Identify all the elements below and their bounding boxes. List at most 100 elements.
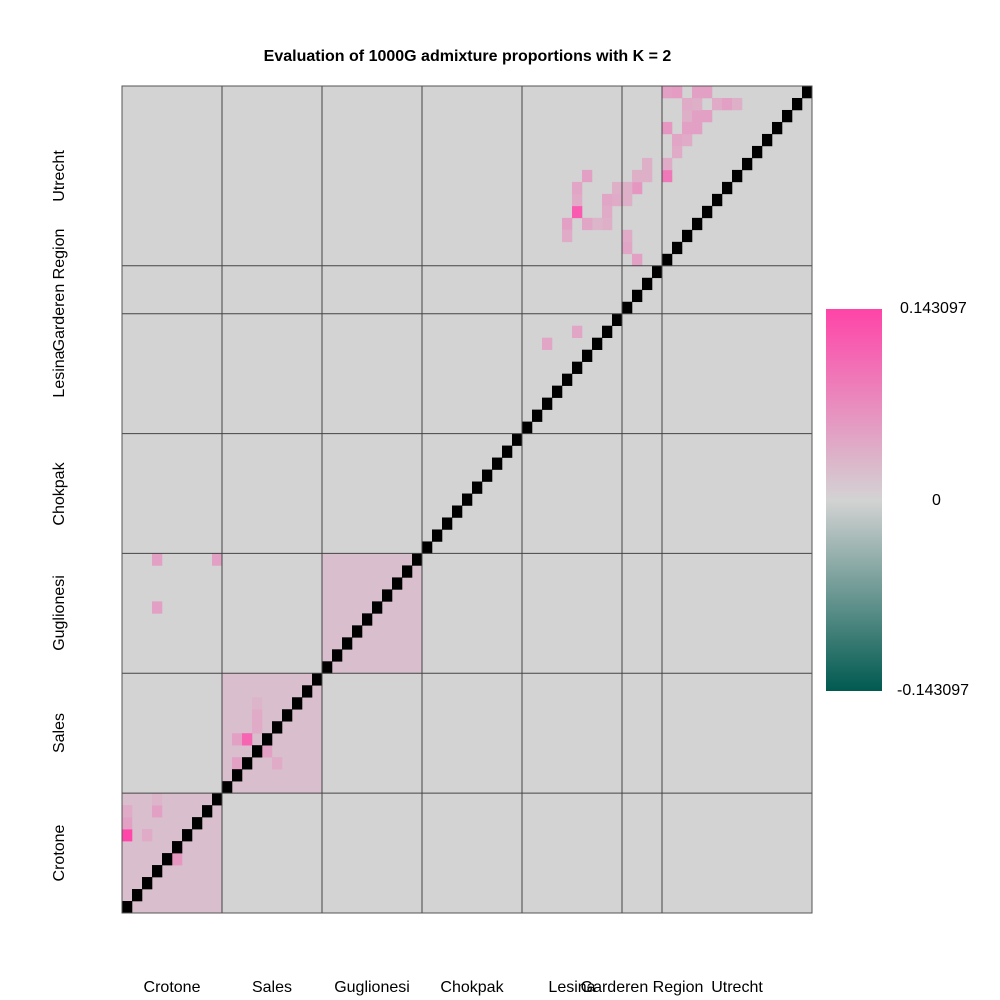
diagonal-cell [272, 721, 283, 734]
diagonal-cell [442, 517, 453, 530]
diagonal-cell [642, 277, 653, 291]
diagonal-cell [592, 337, 603, 350]
heatmap-cell [122, 805, 133, 818]
diagonal-cell [342, 637, 353, 650]
diagonal-cell [662, 253, 673, 267]
heatmap-cell [622, 181, 633, 195]
diagonal-cell [472, 481, 483, 494]
diagonal-cell [182, 829, 193, 842]
x-label-guglionesi: Guglionesi [334, 979, 410, 996]
diagonal-cell [422, 541, 433, 554]
heatmap-cell [672, 145, 683, 159]
diagonal-cell [332, 649, 343, 662]
diagonal-cell [222, 781, 233, 794]
block-lines [122, 86, 812, 913]
y-label-lesina: Lesina [51, 350, 68, 398]
heatmap-cell [142, 829, 153, 842]
diagonal-cell [622, 301, 633, 315]
y-label-sales: Sales [51, 713, 68, 754]
diagonal-cell [712, 193, 723, 207]
diagonal-cell [752, 145, 763, 159]
heatmap-cell [172, 853, 183, 866]
diagonal-cell [782, 109, 793, 123]
legend-mid-label: 0 [932, 492, 941, 509]
diagonal-cell [132, 889, 143, 902]
heatmap-cell [722, 97, 733, 111]
diagonal-cell [632, 289, 643, 303]
heatmap-cell [692, 97, 703, 111]
diagonal-cell [562, 373, 573, 386]
diagonal-cell [312, 673, 323, 686]
heatmap-cell [602, 193, 613, 207]
y-label-guglionesi: Guglionesi [51, 575, 68, 652]
diagonal-cell [202, 805, 213, 818]
heatmap-cell [582, 217, 593, 231]
diagonal-cell [542, 397, 553, 410]
heatmap-cell [572, 325, 583, 338]
heatmap-cell [572, 205, 583, 219]
heatmap-cell [622, 241, 633, 255]
heatmap-cell [232, 757, 243, 770]
heatmap-cell [632, 169, 643, 183]
legend-min-label: -0.143097 [897, 682, 970, 699]
diagonal-cell [602, 325, 613, 338]
diagonal-cell [682, 229, 693, 243]
heatmap-cell [242, 733, 253, 746]
heatmap-cell [692, 109, 703, 123]
heatmap-cell [542, 337, 553, 350]
diagonal-cell [492, 457, 503, 470]
y-label-chokpak: Chokpak [51, 461, 68, 526]
diagonal-cell [572, 361, 583, 374]
heatmap-cell [692, 121, 703, 135]
heatmap-cell [582, 169, 593, 183]
heatmap-cell [682, 97, 693, 111]
x-label-chokpak: Chokpak [440, 979, 504, 996]
diagonal-cell [532, 409, 543, 422]
color-scale-bar [826, 309, 882, 691]
heatmap-cell [702, 109, 713, 123]
diagonal-cell [142, 877, 153, 890]
heatmap-cell [642, 169, 653, 183]
legend-max-label: 0.143097 [900, 300, 967, 317]
heatmap-cell [152, 553, 163, 566]
diagonal-cell [192, 817, 203, 830]
heatmap-cell [632, 253, 643, 267]
y-label-garderen-region: Garderen Region [51, 228, 68, 352]
diagonal-cell [462, 493, 473, 506]
heatmap-cell [682, 109, 693, 123]
x-label-sales: Sales [251, 979, 293, 996]
diagonal-cell [352, 625, 363, 638]
heatmap-cell [252, 697, 263, 710]
heatmap-cell [682, 121, 693, 135]
heatmap-cell [562, 217, 573, 231]
diagonal-cell [792, 97, 803, 111]
diagonal-cell [732, 169, 743, 183]
heatmap-cell [612, 181, 623, 195]
diagonal-cell [302, 685, 313, 698]
heatmap-cell [662, 121, 673, 135]
heatmap-cell [692, 86, 703, 99]
plot-border [121, 85, 813, 914]
diagonal-cell [502, 445, 513, 458]
heatmap-cell [732, 97, 743, 111]
heatmap-cell [592, 217, 603, 231]
diagonal-cell [392, 577, 403, 590]
diagonal-cell [482, 469, 493, 482]
diagonal-cell [672, 241, 683, 255]
heatmap-cell [662, 169, 673, 183]
diagonal-cell [212, 793, 223, 806]
x-label-utrecht: Utrecht [711, 979, 763, 996]
diagonal-cell [742, 157, 753, 171]
diagonal-cell [162, 853, 173, 866]
heatmap-cell [672, 133, 683, 147]
x-label-crotone: Crotone [143, 979, 201, 996]
diagonal-cell [152, 865, 163, 878]
diagonal-cell [172, 841, 183, 854]
diagonal-cells [122, 86, 813, 914]
diagonal-cell [692, 217, 703, 231]
heatmap-cell [622, 229, 633, 243]
diagonal-cell [262, 733, 273, 746]
heatmap-cell [642, 157, 653, 171]
diagonal-cell [512, 433, 523, 446]
